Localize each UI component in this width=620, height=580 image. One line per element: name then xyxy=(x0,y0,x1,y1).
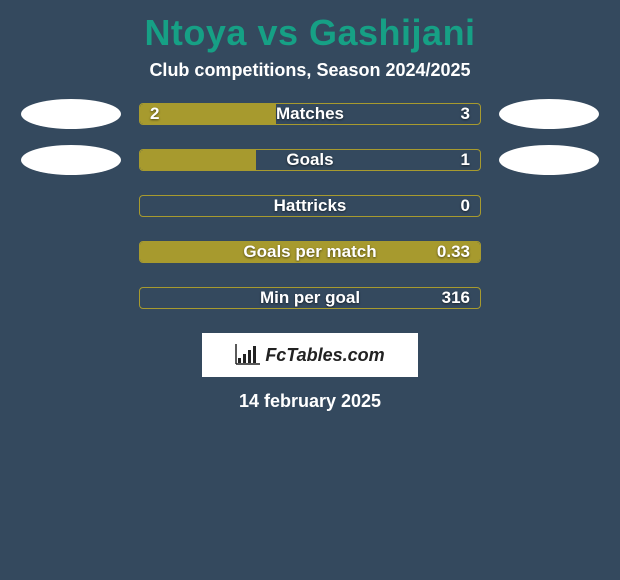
comparison-card: Ntoya vs Gashijani Club competitions, Se… xyxy=(0,0,620,412)
logo: FcTables.com xyxy=(235,344,384,366)
player-right-badge xyxy=(499,99,599,129)
stat-rows: 2 Matches 3 Goals 1 Hattricks 0 Goals per match… xyxy=(0,103,620,309)
stat-row: 2 Matches 3 xyxy=(0,103,620,125)
stat-left-value: 2 xyxy=(150,104,159,124)
stat-right-value: 0 xyxy=(461,196,470,216)
badge-spacer xyxy=(21,283,121,313)
player-left-badge xyxy=(21,99,121,129)
logo-text: FcTables.com xyxy=(265,345,384,366)
badge-spacer xyxy=(499,191,599,221)
bar-chart-icon xyxy=(235,344,261,366)
stat-label: Goals per match xyxy=(243,242,376,262)
badge-spacer xyxy=(21,191,121,221)
stat-row: Goals 1 xyxy=(0,149,620,171)
stat-right-value: 1 xyxy=(461,150,470,170)
stat-row: Min per goal 316 xyxy=(0,287,620,309)
player-right-badge xyxy=(499,145,599,175)
stat-right-value: 316 xyxy=(442,288,470,308)
badge-spacer xyxy=(499,283,599,313)
stat-label: Goals xyxy=(286,150,333,170)
logo-box: FcTables.com xyxy=(202,333,418,377)
date-label: 14 february 2025 xyxy=(0,391,620,412)
bar-fill-left xyxy=(140,150,256,170)
subtitle: Club competitions, Season 2024/2025 xyxy=(0,60,620,103)
stat-bar-track: Hattricks 0 xyxy=(139,195,481,217)
stat-label: Matches xyxy=(276,104,344,124)
stat-row: Hattricks 0 xyxy=(0,195,620,217)
stat-bar-track: 2 Matches 3 xyxy=(139,103,481,125)
stat-row: Goals per match 0.33 xyxy=(0,241,620,263)
stat-right-value: 0.33 xyxy=(437,242,470,262)
badge-spacer xyxy=(21,237,121,267)
stat-bar-track: Goals 1 xyxy=(139,149,481,171)
stat-label: Min per goal xyxy=(260,288,360,308)
bar-fill-left xyxy=(140,104,276,124)
stat-bar-track: Min per goal 316 xyxy=(139,287,481,309)
stat-right-value: 3 xyxy=(461,104,470,124)
stat-label: Hattricks xyxy=(274,196,347,216)
badge-spacer xyxy=(499,237,599,267)
player-left-badge xyxy=(21,145,121,175)
stat-bar-track: Goals per match 0.33 xyxy=(139,241,481,263)
page-title: Ntoya vs Gashijani xyxy=(0,8,620,60)
